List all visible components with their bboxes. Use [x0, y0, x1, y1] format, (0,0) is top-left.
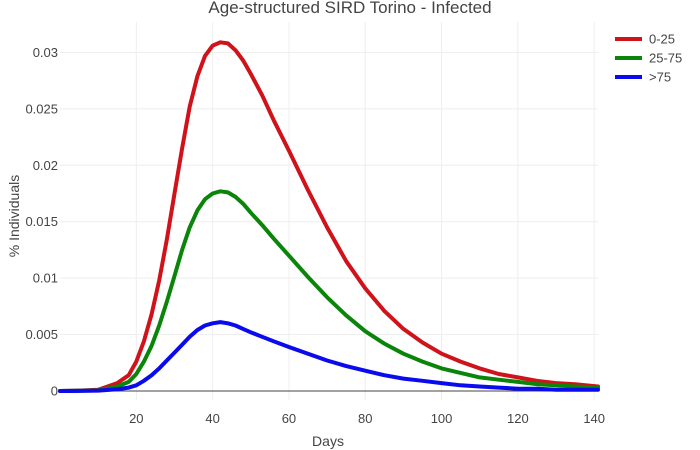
plot-area	[60, 22, 598, 400]
x-tick-label: 140	[583, 411, 605, 426]
x-tick-label: 40	[205, 411, 219, 426]
y-tick-label: 0.005	[25, 327, 58, 342]
x-tick-label: 100	[431, 411, 453, 426]
x-tick-label: 20	[129, 411, 143, 426]
x-tick-label: 120	[507, 411, 529, 426]
series-line-0	[58, 40, 600, 393]
y-tick-label: 0.015	[25, 214, 58, 229]
series-line-1	[58, 189, 600, 393]
x-tick-label: 80	[358, 411, 372, 426]
y-tick-label: 0	[51, 383, 58, 398]
legend-label-2[interactable]: >75	[649, 70, 671, 85]
legend-label-0[interactable]: 0-25	[649, 32, 675, 47]
legend-label-1[interactable]: 25-75	[649, 51, 682, 66]
x-axis-title: Days	[312, 433, 344, 449]
series-line-2	[58, 320, 600, 393]
y-tick-label: 0.01	[33, 271, 58, 286]
y-axis-title: % Individuals	[6, 175, 22, 258]
chart-title: Age-structured SIRD Torino - Infected	[208, 0, 491, 17]
x-tick-label: 60	[282, 411, 296, 426]
y-tick-label: 0.025	[25, 101, 58, 116]
y-tick-label: 0.03	[33, 45, 58, 60]
y-tick-label: 0.02	[33, 158, 58, 173]
